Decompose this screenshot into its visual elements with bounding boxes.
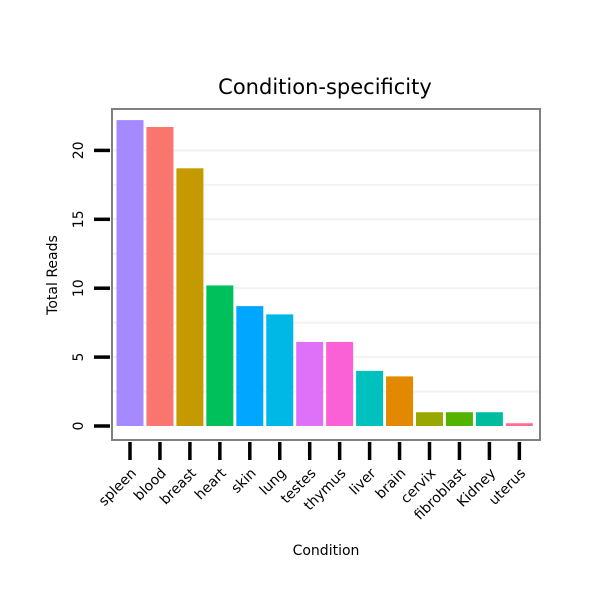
x-axis: spleenbloodbreastheartskinlungtestesthym… — [96, 442, 529, 523]
plot-border — [111, 108, 541, 441]
bar-thymus — [326, 341, 354, 426]
bar-brain — [386, 376, 414, 426]
bar-liver — [356, 370, 384, 426]
y-tick-label: 10 — [71, 279, 87, 297]
y-axis-label: Total Reads — [45, 235, 61, 316]
bar-cervix — [416, 412, 443, 426]
bar-kidney — [475, 412, 503, 426]
bar-fibroblast — [445, 412, 473, 426]
bar-heart — [206, 285, 234, 426]
chart-title: Condition-specificity — [218, 75, 432, 99]
y-tick-label: 20 — [71, 141, 87, 159]
bars — [116, 120, 533, 427]
x-tick-label-heart: heart — [192, 465, 230, 503]
y-tick-label: 0 — [71, 422, 87, 431]
y-tick-label: 15 — [71, 210, 87, 228]
y-tick-label: 5 — [71, 353, 87, 362]
bar-skin — [236, 306, 264, 426]
x-tick-label-skin: skin — [228, 466, 259, 497]
bar-spleen — [116, 120, 144, 427]
x-tick-label-spleen: spleen — [96, 466, 140, 510]
x-axis-label: Condition — [293, 543, 360, 559]
y-axis: 0 5 10 15 20 — [71, 141, 110, 430]
bar-lung — [266, 314, 294, 426]
bar-blood — [146, 126, 174, 426]
bar-uterus — [505, 423, 533, 426]
bar-testes — [296, 341, 324, 426]
bar-breast — [176, 168, 204, 426]
